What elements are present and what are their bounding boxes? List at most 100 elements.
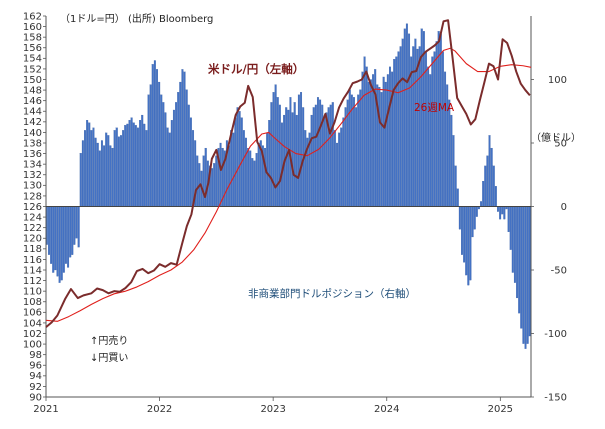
position-bar — [166, 127, 169, 207]
position-bar — [145, 130, 148, 207]
position-bar — [100, 140, 103, 207]
position-bar — [316, 97, 319, 207]
position-bar — [238, 111, 241, 207]
position-bar — [189, 117, 192, 207]
position-bar — [172, 109, 175, 207]
position-bar — [469, 206, 472, 281]
position-bar — [130, 117, 133, 207]
position-bar — [48, 206, 50, 255]
position-bar — [153, 60, 156, 207]
position-bar — [236, 107, 239, 207]
left-tick-label: 102 — [23, 329, 42, 340]
position-bar — [228, 145, 231, 207]
right-tick-label: 100 — [548, 75, 567, 86]
left-tick-label: 150 — [23, 75, 42, 86]
position-bar — [497, 206, 499, 212]
left-tick-label: 124 — [23, 212, 42, 223]
yen-buy-note: ↓円買い — [90, 352, 128, 364]
left-tick-label: 100 — [23, 339, 42, 350]
position-bar — [452, 135, 455, 207]
position-bar — [257, 142, 260, 207]
position-bar — [380, 92, 383, 207]
left-tick-label: 130 — [23, 181, 42, 192]
position-bar — [253, 160, 256, 207]
position-bar — [120, 135, 122, 207]
position-bar — [86, 120, 89, 207]
right-tick-label: 50 — [554, 139, 567, 150]
x-tick-label: 2021 — [33, 404, 58, 415]
position-bar — [414, 38, 417, 207]
position-bar — [463, 206, 466, 263]
position-bar — [107, 135, 110, 207]
position-bar — [359, 89, 362, 207]
left-tick-label: 140 — [23, 128, 42, 139]
position-bar — [105, 132, 108, 207]
position-bar — [179, 81, 182, 207]
position-bar — [264, 147, 267, 207]
position-bar — [367, 81, 370, 207]
position-bar — [401, 38, 404, 207]
position-bar — [177, 92, 180, 207]
position-bar — [389, 66, 391, 207]
position-bar — [516, 206, 519, 299]
position-bar — [295, 114, 298, 207]
left-tick-label: 104 — [23, 318, 42, 329]
position-bar — [88, 122, 91, 207]
position-bar — [509, 206, 512, 250]
position-bar — [234, 117, 237, 207]
position-bar — [81, 140, 84, 207]
position-bar — [98, 150, 101, 207]
position-bar — [272, 92, 275, 207]
position-bar — [103, 145, 106, 207]
right-tick-label: -100 — [544, 329, 567, 340]
left-axis-unit: （1ドル=円） — [60, 13, 125, 25]
position-bar — [355, 107, 358, 207]
position-bar — [465, 206, 468, 276]
position-bar — [211, 168, 214, 207]
position-bar — [319, 99, 322, 207]
position-bar — [458, 206, 461, 230]
position-bar — [242, 130, 245, 207]
usdjpy-line — [45, 19, 531, 328]
position-bar — [357, 94, 360, 207]
right-tick-label: -50 — [551, 266, 567, 277]
position-bar — [397, 51, 400, 207]
position-bar — [164, 112, 167, 207]
x-tick-label: 2025 — [488, 404, 513, 415]
position-bar — [384, 81, 387, 207]
position-bar — [297, 94, 300, 207]
position-bar — [382, 76, 385, 207]
position-bar — [94, 137, 97, 207]
position-bar — [126, 123, 129, 207]
position-bar — [247, 147, 250, 207]
position-bar — [71, 206, 74, 255]
left-tick-label: 126 — [23, 202, 42, 213]
position-bar — [310, 114, 313, 207]
position-bar — [149, 84, 152, 207]
position-bar — [361, 71, 364, 207]
position-bar — [518, 206, 521, 314]
position-bar — [403, 28, 406, 207]
position-bar — [151, 64, 154, 207]
position-bar — [378, 87, 381, 207]
position-bar — [467, 206, 470, 286]
position-bar — [331, 102, 334, 207]
position-bar — [202, 155, 205, 207]
position-bar — [482, 181, 485, 207]
left-tick-label: 122 — [23, 223, 42, 234]
right-axis-unit: （億ドル） — [531, 131, 581, 144]
position-bar — [64, 206, 67, 264]
position-bar — [141, 114, 144, 207]
position-bar — [422, 31, 425, 207]
position-bar — [50, 206, 53, 264]
ma26-series-label: 26週MA — [414, 102, 455, 114]
position-bar — [488, 135, 491, 207]
usdjpy-series-label: 米ドル/円（左軸） — [207, 62, 304, 76]
position-series-label: 非商業部門ドルポジション（右軸） — [248, 287, 416, 300]
left-tick-label: 132 — [23, 170, 42, 181]
position-bar — [280, 122, 283, 207]
left-tick-label: 146 — [23, 96, 42, 107]
position-bar — [249, 150, 252, 207]
position-bar — [139, 120, 142, 207]
